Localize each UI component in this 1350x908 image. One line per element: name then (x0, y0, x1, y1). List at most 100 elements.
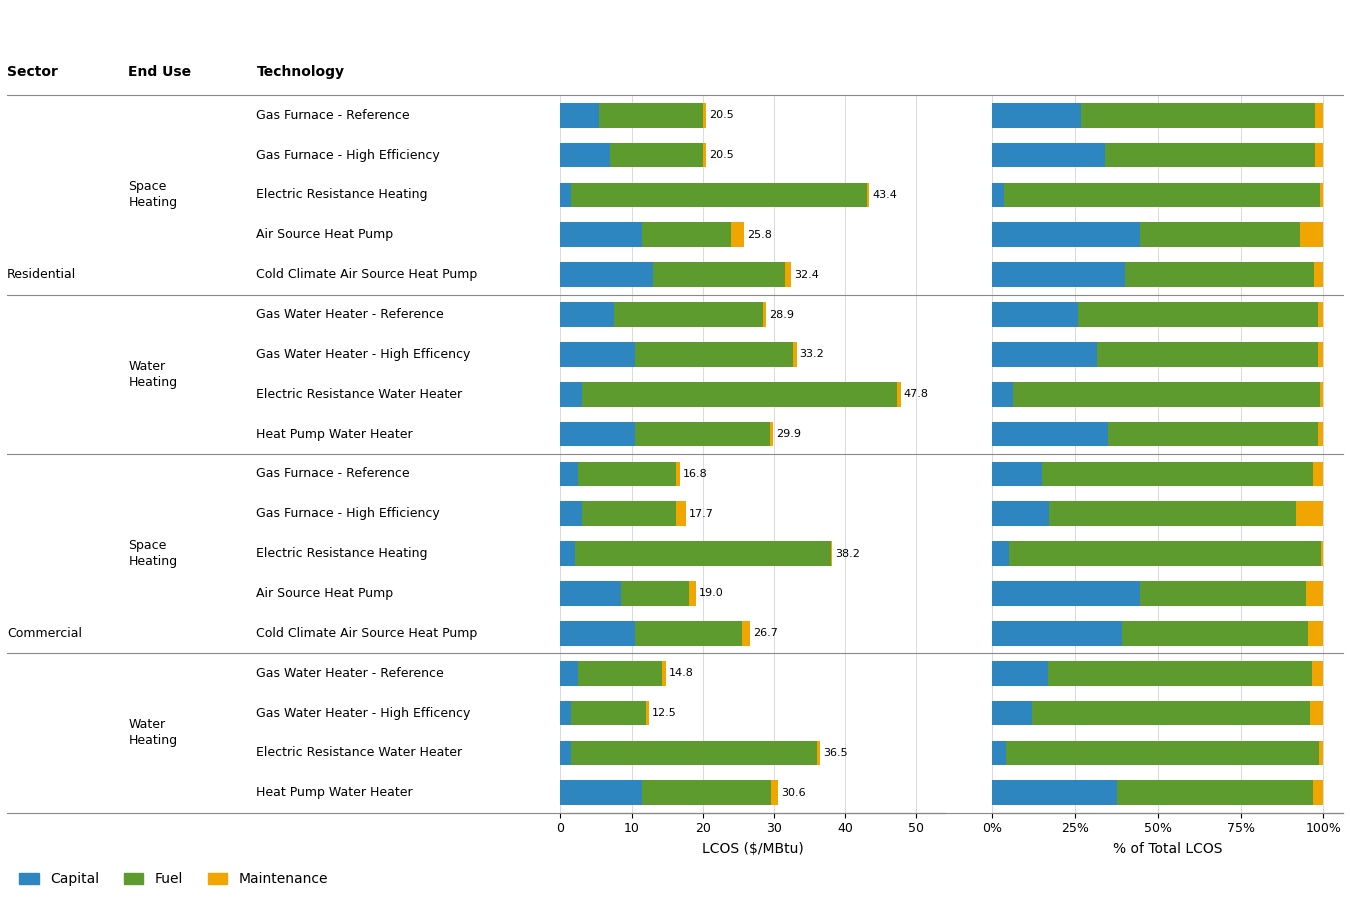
Bar (675, 501, 686, 526)
Bar (992, 661, 1048, 686)
Text: Residential: Residential (7, 268, 76, 281)
Bar (1012, 382, 1320, 407)
Bar (703, 103, 706, 128)
Bar (992, 302, 1079, 327)
Bar (645, 701, 649, 725)
Bar (560, 103, 599, 128)
Bar (1042, 461, 1314, 487)
Text: 19.0: 19.0 (698, 588, 724, 598)
Bar (992, 461, 1042, 487)
Text: Gas Water Heater - Reference: Gas Water Heater - Reference (256, 666, 444, 680)
Text: 16.8: 16.8 (683, 469, 707, 479)
X-axis label: % of Total LCOS: % of Total LCOS (1112, 843, 1223, 856)
Bar (1300, 222, 1323, 247)
Bar (794, 342, 796, 367)
Bar (560, 541, 575, 566)
Text: Electric Resistance Heating: Electric Resistance Heating (256, 548, 428, 560)
Bar (634, 421, 770, 447)
Bar (1319, 741, 1323, 765)
Bar (992, 342, 1098, 367)
Bar (1122, 621, 1308, 646)
Text: Gas Furnace - Reference: Gas Furnace - Reference (256, 468, 410, 480)
Text: 17.7: 17.7 (690, 508, 714, 518)
Bar (634, 342, 794, 367)
Text: Heat Pump Water Heater: Heat Pump Water Heater (256, 428, 413, 440)
Bar (560, 581, 621, 606)
Text: 20.5: 20.5 (709, 150, 734, 160)
Bar (560, 501, 582, 526)
Text: Gas Water Heater - Reference: Gas Water Heater - Reference (256, 308, 444, 321)
Text: 30.6: 30.6 (782, 788, 806, 798)
Bar (992, 701, 1031, 725)
Bar (614, 302, 763, 327)
Bar (560, 621, 634, 646)
Bar (560, 461, 578, 487)
Bar (992, 222, 1139, 247)
Bar (898, 382, 900, 407)
Bar (1141, 581, 1305, 606)
Bar (732, 222, 744, 247)
Text: 32.4: 32.4 (794, 270, 819, 280)
Bar (560, 661, 578, 686)
Text: Water
Heating: Water Heating (128, 360, 177, 389)
Bar (1049, 501, 1296, 526)
Bar (582, 382, 898, 407)
Bar (1031, 701, 1310, 725)
Bar (784, 262, 791, 287)
Bar (1320, 382, 1323, 407)
Bar (1108, 421, 1318, 447)
Bar (1006, 741, 1319, 765)
Bar (560, 741, 571, 765)
Text: Space
Heating: Space Heating (128, 181, 177, 210)
Bar (867, 183, 869, 207)
Bar (1004, 183, 1320, 207)
Text: Gas Furnace - Reference: Gas Furnace - Reference (256, 109, 410, 122)
Bar (1320, 183, 1323, 207)
Text: 14.8: 14.8 (668, 668, 694, 678)
Bar (634, 621, 743, 646)
Bar (1081, 103, 1315, 128)
Bar (992, 262, 1125, 287)
Bar (1125, 262, 1314, 287)
Text: Gas Water Heater - High Efficency: Gas Water Heater - High Efficency (256, 706, 471, 719)
Legend: Capital, Fuel, Maintenance: Capital, Fuel, Maintenance (14, 867, 333, 892)
Bar (1318, 421, 1323, 447)
Bar (1296, 501, 1323, 526)
Text: Cold Climate Air Source Heat Pump: Cold Climate Air Source Heat Pump (256, 268, 478, 281)
Bar (578, 661, 662, 686)
Bar (560, 302, 614, 327)
Bar (992, 143, 1106, 167)
Text: Sector: Sector (7, 65, 58, 79)
Bar (1310, 701, 1323, 725)
Bar (1305, 581, 1323, 606)
Bar (1315, 143, 1323, 167)
Bar (1308, 621, 1323, 646)
Bar (763, 302, 767, 327)
Bar (1312, 780, 1323, 805)
Text: 47.8: 47.8 (903, 390, 929, 400)
Bar (560, 183, 571, 207)
Bar (1098, 342, 1319, 367)
Bar (676, 461, 680, 487)
Text: Electric Resistance Heating: Electric Resistance Heating (256, 189, 428, 202)
Bar (1315, 103, 1323, 128)
Bar (560, 421, 634, 447)
Text: 25.8: 25.8 (747, 230, 772, 240)
Bar (992, 581, 1141, 606)
Text: 43.4: 43.4 (872, 190, 898, 200)
Text: Gas Furnace - High Efficiency: Gas Furnace - High Efficiency (256, 508, 440, 520)
Bar (1314, 461, 1323, 487)
Bar (560, 701, 571, 725)
Bar (571, 183, 867, 207)
Bar (662, 661, 666, 686)
Text: 33.2: 33.2 (799, 350, 825, 360)
Bar (1079, 302, 1318, 327)
Bar (599, 103, 703, 128)
Text: Space
Heating: Space Heating (128, 539, 177, 568)
Text: Electric Resistance Water Heater: Electric Resistance Water Heater (256, 746, 463, 759)
Bar (703, 143, 706, 167)
Bar (1010, 541, 1322, 566)
Text: Cold Climate Air Source Heat Pump: Cold Climate Air Source Heat Pump (256, 627, 478, 640)
Text: 38.2: 38.2 (836, 548, 860, 558)
Bar (610, 143, 703, 167)
